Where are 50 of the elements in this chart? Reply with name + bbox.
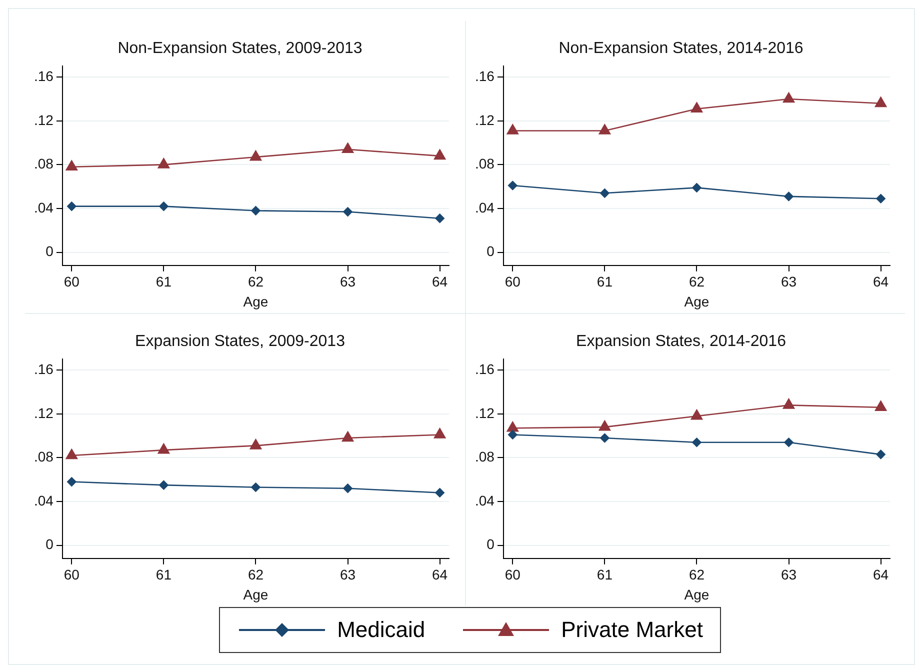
legend-label: Private Market [561, 617, 703, 643]
y-tick-label: 0 [46, 536, 54, 552]
chart-title: Expansion States, 2009-2013 [135, 333, 346, 350]
x-tick-label: 62 [688, 566, 705, 583]
y-tick-label: .04 [474, 492, 495, 508]
x-tick-label: 63 [340, 566, 356, 583]
y-tick-label: .08 [474, 448, 495, 465]
chart-title: Non-Expansion States, 2014-2016 [558, 40, 804, 58]
x-axis-title: Age [243, 586, 268, 602]
x-axis-title: Age [243, 293, 268, 310]
x-tick-label: 62 [248, 566, 264, 583]
x-tick-label: 64 [432, 274, 448, 290]
x-tick-label: 63 [340, 274, 356, 290]
x-tick-label: 62 [688, 274, 705, 290]
y-tick-label: 0 [486, 243, 495, 260]
y-tick-label: .08 [474, 156, 495, 172]
x-tick-label: 61 [156, 566, 172, 583]
x-tick-label: 61 [156, 274, 172, 290]
y-tick-label: .04 [34, 199, 54, 216]
y-tick-label: 0 [486, 536, 495, 552]
y-tick-label: .08 [34, 156, 54, 172]
x-tick-label: 61 [596, 566, 613, 583]
chart-title: Expansion States, 2014-2016 [576, 333, 786, 350]
x-tick-label: 60 [504, 274, 521, 290]
y-tick-label: .16 [34, 68, 54, 84]
x-tick-label: 63 [780, 566, 797, 583]
y-tick-label: .12 [34, 404, 54, 421]
y-tick-label: 0 [46, 243, 54, 260]
y-tick-label: .04 [474, 199, 495, 216]
y-tick-label: .16 [474, 361, 495, 378]
x-tick-label: 60 [64, 274, 80, 290]
x-tick-label: 60 [64, 566, 80, 583]
y-tick-label: .12 [474, 404, 495, 421]
legend-label: Medicaid [337, 617, 426, 643]
x-tick-label: 64 [873, 566, 889, 583]
y-tick-label: .08 [34, 448, 54, 465]
x-tick-label: 62 [248, 274, 264, 290]
chart-title: Non-Expansion States, 2009-2013 [118, 40, 362, 58]
x-axis-title: Age [684, 293, 710, 310]
x-tick-label: 60 [504, 566, 521, 583]
y-tick-label: .16 [474, 68, 495, 84]
y-tick-label: .04 [34, 492, 54, 508]
x-axis-title: Age [684, 586, 710, 602]
x-tick-label: 61 [596, 274, 613, 290]
y-tick-label: .12 [474, 112, 495, 128]
x-tick-label: 64 [432, 566, 448, 583]
y-tick-label: .12 [34, 112, 54, 128]
x-tick-label: 64 [873, 274, 889, 290]
x-tick-label: 63 [780, 274, 797, 290]
y-tick-label: .16 [34, 361, 54, 378]
